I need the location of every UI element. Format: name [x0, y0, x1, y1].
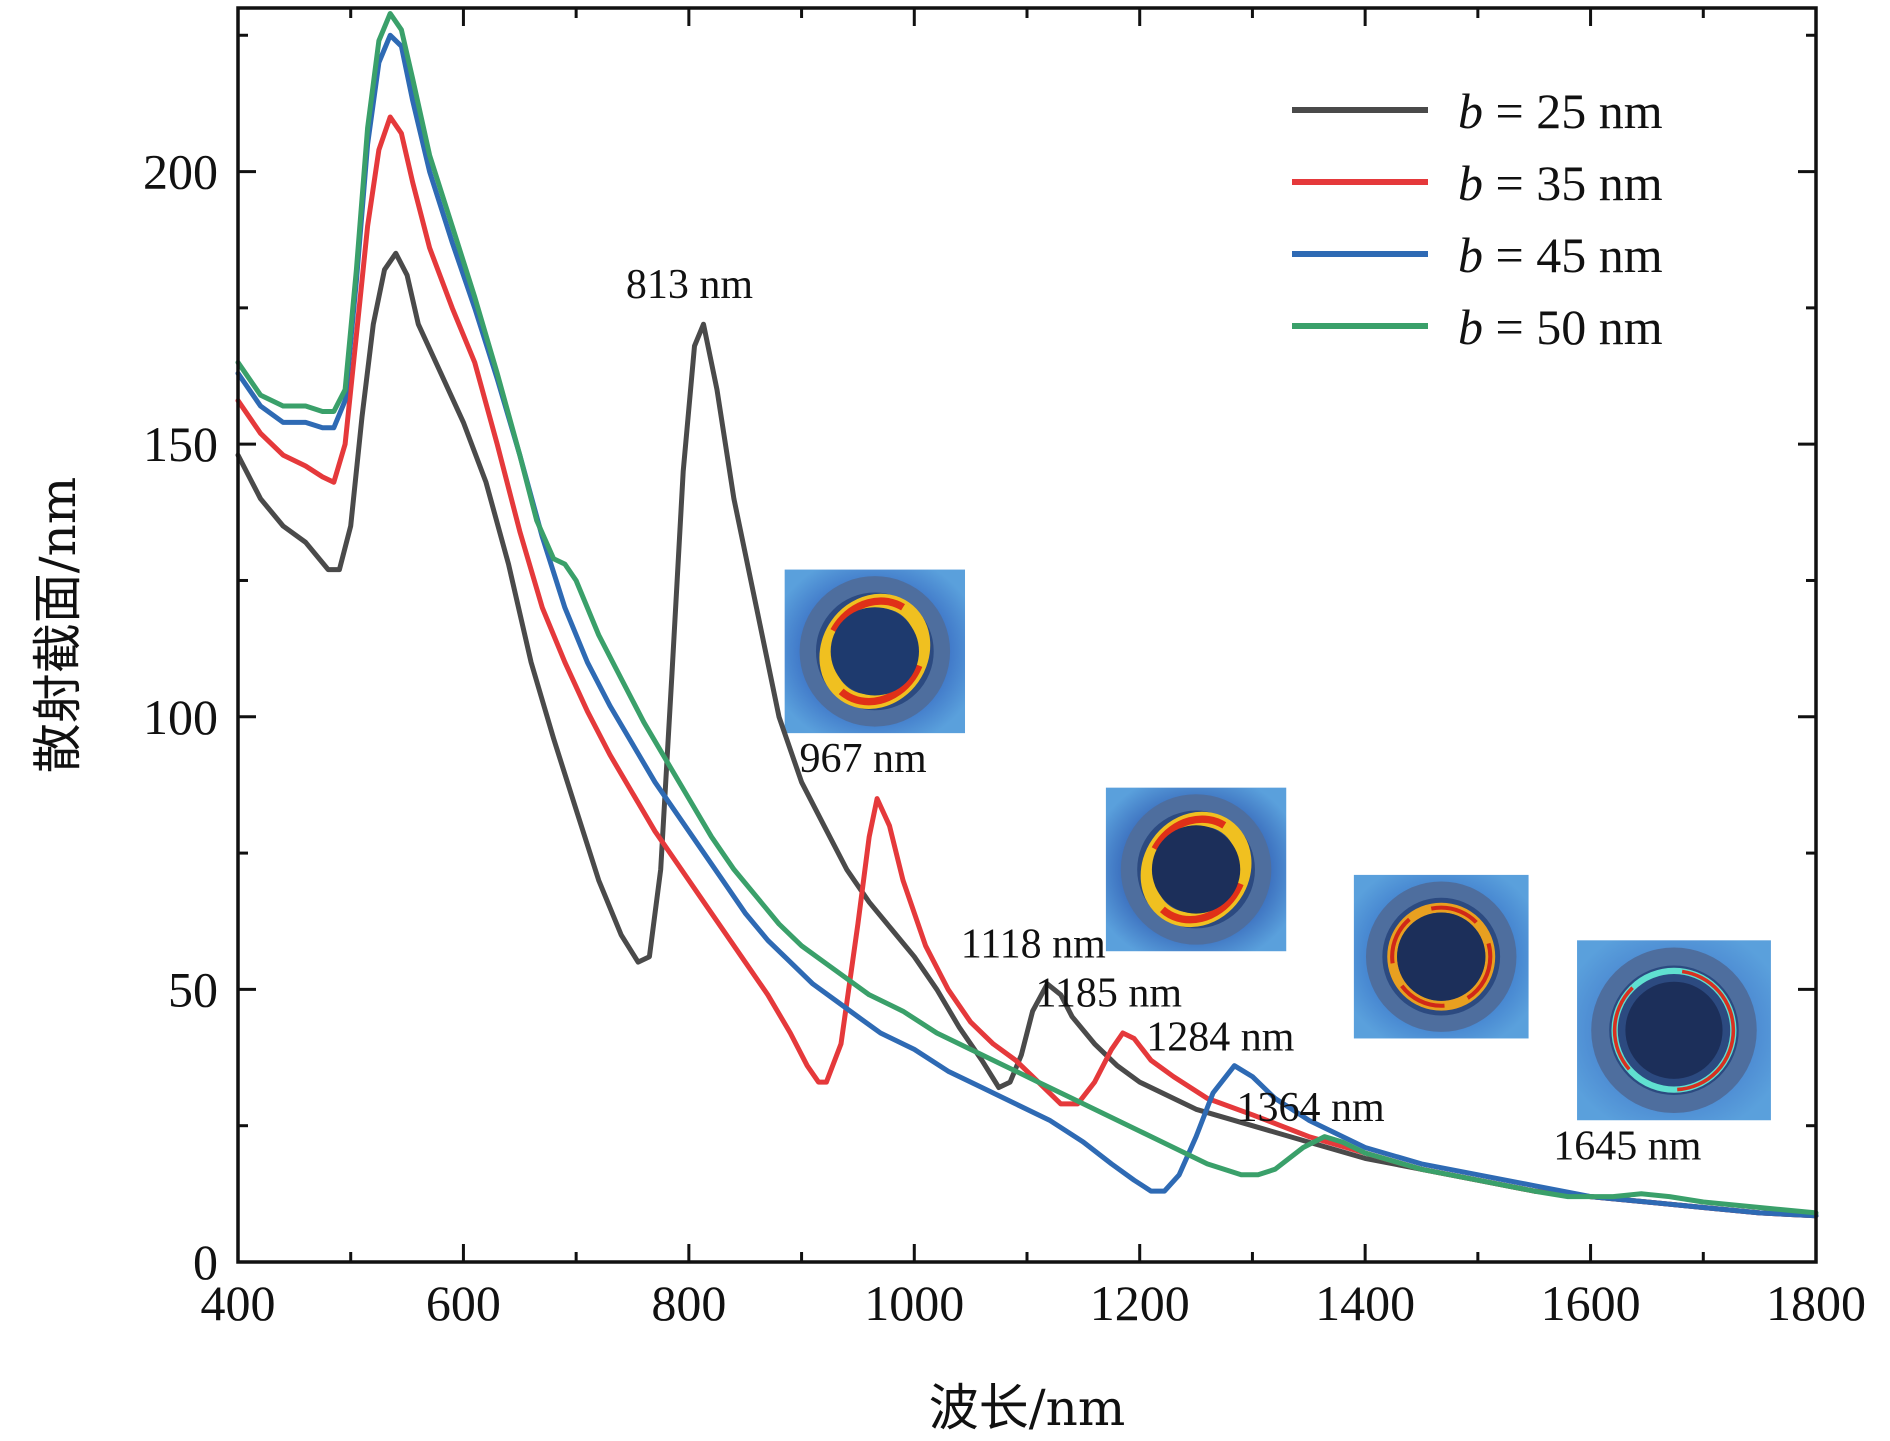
x-tick-label: 400 — [201, 1275, 276, 1331]
hotspot-core — [1612, 969, 1736, 1092]
series-line-3 — [235, 32, 1819, 1219]
x-tick-label: 1200 — [1090, 1275, 1190, 1331]
legend-label: b = 35 nm — [1458, 155, 1663, 211]
series-line-2 — [235, 114, 1819, 1219]
series-line-1 — [235, 250, 1819, 1219]
y-tick-label: 200 — [143, 144, 218, 200]
x-axis-title: 波长/nm — [929, 1379, 1125, 1437]
x-tick-label: 1000 — [864, 1275, 964, 1331]
peak-label: 1118 nm — [961, 922, 1106, 968]
peak-label: 1645 nm — [1553, 1123, 1702, 1169]
peak-label: 1364 nm — [1236, 1085, 1385, 1131]
y-axis-title: 散射截面/nm — [29, 477, 87, 773]
metal-core — [830, 607, 919, 696]
field-map-1645-nm — [1577, 940, 1771, 1121]
field-map-1118-nm — [1105, 787, 1287, 952]
x-tick-label: 1600 — [1541, 1275, 1641, 1331]
x-tick-label: 600 — [426, 1275, 501, 1331]
tick-labels: 400 600 800 1000 1200 1400 1600 1800 0 50 100 150 20… — [143, 144, 1866, 1331]
hotspot-core — [1144, 815, 1248, 924]
x-tick-label: 800 — [651, 1275, 726, 1331]
hotspot-core — [823, 597, 927, 706]
metal-core — [1397, 912, 1486, 1001]
x-tick-label: 1800 — [1766, 1275, 1866, 1331]
metal-core — [1151, 825, 1241, 914]
legend-label: b = 25 nm — [1458, 83, 1663, 139]
metal-core — [1625, 981, 1723, 1079]
field-map-967-nm — [784, 569, 966, 734]
x-tick-label: 1400 — [1315, 1275, 1415, 1331]
y-tick-label: 150 — [143, 416, 218, 472]
series-lines — [235, 11, 1819, 1219]
y-tick-label: 50 — [168, 961, 218, 1017]
legend-label: b = 50 nm — [1458, 299, 1663, 355]
peak-label: 1284 nm — [1146, 1014, 1295, 1060]
peak-label: 1185 nm — [1035, 971, 1182, 1017]
legend: b = 25 nm b = 35 nm b = 45 nm b = 50 nm — [1292, 83, 1663, 355]
peak-label: 813 nm — [626, 262, 754, 308]
series-line-4 — [235, 11, 1819, 1216]
field-map-insets — [784, 569, 1771, 1121]
field-map-1284-nm — [1353, 874, 1529, 1039]
hotspot-core — [1390, 905, 1493, 1008]
legend-label: b = 45 nm — [1458, 227, 1663, 283]
axis-ticks — [236, 8, 1818, 1264]
y-tick-label: 0 — [193, 1234, 218, 1290]
peak-label: 967 nm — [800, 736, 928, 782]
y-tick-label: 100 — [143, 689, 218, 745]
